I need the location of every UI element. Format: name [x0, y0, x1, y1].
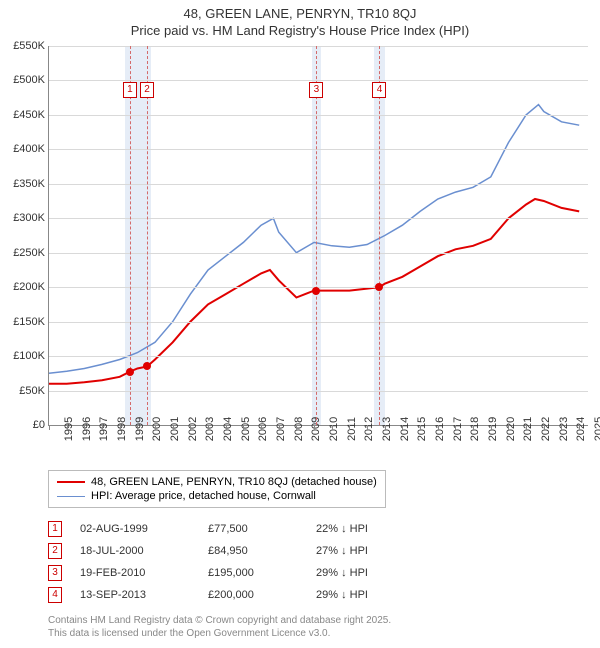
sale-row: 2 18-JUL-2000 £84,950 27% ↓ HPI [48, 540, 600, 562]
sale-row-index: 3 [48, 565, 62, 581]
sale-marker-box: 4 [372, 82, 386, 98]
chart-titles: 48, GREEN LANE, PENRYN, TR10 8QJ Price p… [0, 0, 600, 38]
legend-label: HPI: Average price, detached house, Corn… [91, 490, 316, 502]
sale-row-delta: 29% ↓ HPI [316, 589, 406, 601]
xtick-label: 2025 [579, 417, 600, 441]
sale-row-price: £200,000 [208, 589, 298, 601]
chart-subtitle: Price paid vs. HM Land Registry's House … [0, 23, 600, 38]
legend-label: 48, GREEN LANE, PENRYN, TR10 8QJ (detach… [91, 476, 377, 488]
sale-row-index: 4 [48, 587, 62, 603]
sale-row-delta: 27% ↓ HPI [316, 545, 406, 557]
footer-line: This data is licensed under the Open Gov… [48, 627, 588, 640]
sale-row-date: 19-FEB-2010 [80, 567, 190, 579]
sale-marker-line [379, 46, 380, 425]
legend-item: 48, GREEN LANE, PENRYN, TR10 8QJ (detach… [57, 475, 377, 489]
ytick-label: £0 [33, 419, 45, 431]
legend-swatch [57, 496, 85, 497]
sale-marker-dot [375, 283, 383, 291]
sale-row-date: 18-JUL-2000 [80, 545, 190, 557]
ytick-label: £450K [13, 109, 45, 121]
sale-row: 1 02-AUG-1999 £77,500 22% ↓ HPI [48, 518, 600, 540]
sale-row: 3 19-FEB-2010 £195,000 29% ↓ HPI [48, 562, 600, 584]
ytick-label: £250K [13, 247, 45, 259]
sale-marker-dot [312, 287, 320, 295]
ytick-label: £100K [13, 350, 45, 362]
sale-marker-box: 3 [309, 82, 323, 98]
series-line-hpi [49, 105, 579, 374]
sale-row-index: 1 [48, 521, 62, 537]
sale-marker-box: 1 [123, 82, 137, 98]
legend-swatch [57, 481, 85, 483]
legend-item: HPI: Average price, detached house, Corn… [57, 489, 377, 503]
sale-row: 4 13-SEP-2013 £200,000 29% ↓ HPI [48, 584, 600, 606]
sale-marker-dot [126, 368, 134, 376]
ytick-label: £200K [13, 281, 45, 293]
sale-row-delta: 29% ↓ HPI [316, 567, 406, 579]
sale-row-delta: 22% ↓ HPI [316, 523, 406, 535]
ytick-label: £550K [13, 40, 45, 52]
legend: 48, GREEN LANE, PENRYN, TR10 8QJ (detach… [48, 470, 386, 508]
sale-marker-dot [143, 362, 151, 370]
sale-row-index: 2 [48, 543, 62, 559]
ytick-label: £150K [13, 316, 45, 328]
chart-title: 48, GREEN LANE, PENRYN, TR10 8QJ [0, 6, 600, 21]
ytick-label: £50K [19, 385, 45, 397]
ytick-label: £350K [13, 178, 45, 190]
ytick-label: £300K [13, 212, 45, 224]
sale-row-date: 02-AUG-1999 [80, 523, 190, 535]
ytick-label: £400K [13, 143, 45, 155]
footer-attribution: Contains HM Land Registry data © Crown c… [48, 614, 588, 648]
sale-row-price: £77,500 [208, 523, 298, 535]
footer-line: Contains HM Land Registry data © Crown c… [48, 614, 588, 627]
ytick-label: £500K [13, 74, 45, 86]
chart-container: 48, GREEN LANE, PENRYN, TR10 8QJ Price p… [0, 0, 600, 648]
sale-row-date: 13-SEP-2013 [80, 589, 190, 601]
plot-area: £0£50K£100K£150K£200K£250K£300K£350K£400… [48, 46, 588, 426]
sales-table: 1 02-AUG-1999 £77,500 22% ↓ HPI 2 18-JUL-2000… [48, 518, 600, 606]
sale-row-price: £84,950 [208, 545, 298, 557]
sale-row-price: £195,000 [208, 567, 298, 579]
sale-marker-box: 2 [140, 82, 154, 98]
sale-marker-line [316, 46, 317, 425]
